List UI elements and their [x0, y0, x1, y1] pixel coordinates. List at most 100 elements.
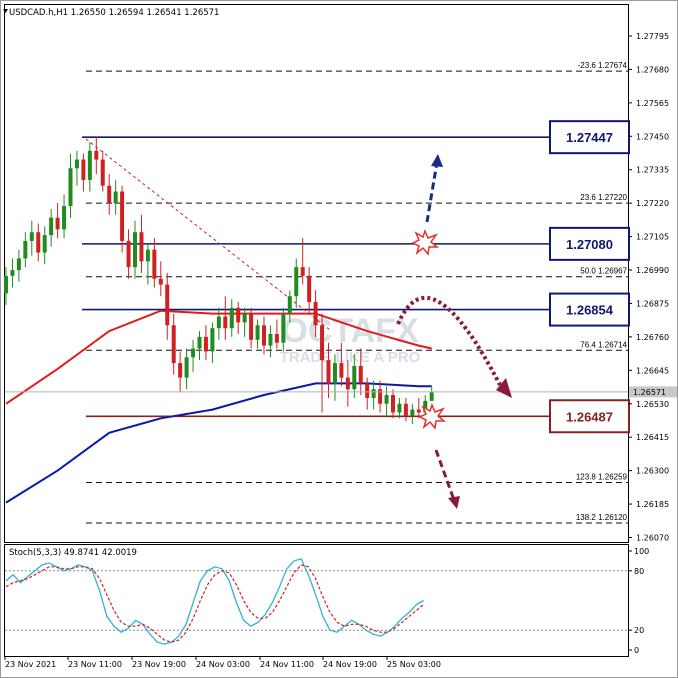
- stoch-tick-label: 0: [634, 646, 639, 655]
- maroon-arrowhead2-icon: [448, 496, 460, 509]
- price-tick-label: 1.27795: [636, 32, 669, 41]
- candle-body: [352, 365, 357, 390]
- key-level-box: [549, 226, 630, 261]
- candle-body: [249, 313, 254, 340]
- price-tick-label: 1.26070: [636, 534, 669, 543]
- candle-body: [391, 395, 395, 413]
- key-level-box: [549, 292, 630, 327]
- candle-body: [42, 235, 47, 253]
- blue-up-arrow-icon: [425, 161, 439, 223]
- candle-body: [378, 389, 383, 404]
- candle-body: [229, 307, 234, 329]
- key-level-value: 1.27447: [566, 130, 613, 145]
- candle-body: [126, 240, 131, 268]
- key-level-value: 1.27080: [566, 237, 613, 252]
- candle-body: [307, 275, 312, 303]
- candle-body: [113, 191, 118, 204]
- candle-body: [423, 400, 428, 413]
- time-tick-label: 24 Nov 03:00: [196, 660, 250, 669]
- candle-body: [23, 240, 28, 259]
- moving-average-blue: [5, 382, 432, 504]
- candle-body: [365, 383, 370, 398]
- candle-body: [429, 392, 434, 401]
- stoch-main-line: [5, 558, 424, 645]
- candle-body: [416, 409, 421, 413]
- price-tick-label: 1.27335: [636, 166, 669, 175]
- stoch-tick-label: 100: [634, 547, 649, 556]
- fibonacci-label: 76.4 1.26714: [580, 340, 627, 349]
- candle-body: [4, 275, 8, 294]
- candle-body: [178, 363, 183, 378]
- watermark-brand: OCTAFX: [281, 312, 419, 350]
- candle-body: [371, 389, 376, 398]
- stoch-header: Stoch(5,3,3) 49.8741 42.0019: [9, 548, 137, 558]
- candle-body: [94, 150, 99, 160]
- candle-body: [216, 316, 221, 329]
- candle-body: [332, 363, 337, 384]
- candle-body: [210, 328, 215, 352]
- watermark-slogan: TRADE LIKE A PRO: [280, 349, 421, 366]
- candle-body: [313, 302, 318, 326]
- price-tick-label: 1.27450: [636, 132, 669, 141]
- candlestick-series: [4, 136, 434, 425]
- candle-body: [268, 333, 273, 346]
- candle-body: [242, 313, 247, 323]
- time-axis: 23 Nov 2021 23 Nov 11:00 23 Nov 19:00 24 No…: [4, 656, 441, 669]
- candle-body: [10, 270, 15, 276]
- candle-body: [236, 307, 241, 323]
- time-tick-label: 23 Nov 11:00: [68, 660, 122, 669]
- burst-icon: [418, 402, 447, 430]
- candle-body: [223, 316, 228, 329]
- candle-body: [171, 325, 176, 364]
- collapse-icon[interactable]: [3, 9, 8, 13]
- candle-body: [100, 159, 105, 186]
- candle-body: [191, 348, 196, 358]
- symbol-header: USDCAD.h,H1 1.26550 1.26594 1.26541 1.26…: [9, 8, 219, 18]
- candle-body: [81, 159, 86, 180]
- candle-body: [358, 365, 363, 384]
- price-tick-label: 1.27565: [636, 99, 669, 108]
- candle-body: [29, 232, 34, 241]
- candle-body: [184, 357, 189, 378]
- candle-body: [87, 150, 92, 180]
- stoch-signal-line: [5, 564, 424, 643]
- price-tick-label: 1.26990: [636, 266, 669, 275]
- candle-body: [274, 333, 279, 343]
- stoch-tick-label: 80: [634, 567, 644, 576]
- key-level-box: [549, 120, 630, 155]
- time-tick-label: 24 Nov 19:00: [323, 660, 377, 669]
- candle-body: [281, 313, 286, 343]
- price-tick-label: 1.27680: [636, 65, 669, 74]
- fibonacci-label: 23.6 1.27220: [580, 193, 627, 202]
- candle-body: [300, 267, 305, 276]
- time-tick-label: 23 Nov 19:00: [132, 660, 186, 669]
- price-tick-label: 1.26645: [636, 366, 669, 375]
- candle-body: [326, 360, 331, 384]
- candle-body: [139, 232, 144, 262]
- level-labels[interactable]: 1.27447 1.27080 1.26854 1.26487: [549, 120, 630, 434]
- candle-body: [339, 363, 344, 378]
- candle-body: [120, 191, 125, 241]
- time-tick-label: 24 Nov 11:00: [260, 660, 314, 669]
- fibonacci-label: 123.8 1.26259: [576, 473, 628, 482]
- candle-body: [410, 409, 415, 416]
- key-level-value: 1.26854: [566, 303, 614, 318]
- candle-body: [403, 403, 408, 416]
- time-tick-label: 25 Nov 03:00: [387, 660, 441, 669]
- price-tick-label: 1.27220: [636, 199, 669, 208]
- candle-body: [107, 185, 112, 204]
- time-tick-label: 23 Nov 2021: [5, 660, 56, 669]
- price-axis: 1.27795 1.27680 1.27565 1.27450 1.27335 1.272…: [628, 32, 669, 543]
- candle-body: [203, 336, 208, 352]
- forecast-arrows: [396, 154, 512, 509]
- stochastic-panel: [5, 558, 628, 645]
- candle-body: [36, 232, 41, 253]
- candle-body: [320, 325, 325, 361]
- candle-body: [294, 267, 299, 297]
- candle-body: [68, 168, 73, 207]
- candle-body: [133, 232, 137, 268]
- candle-body: [397, 403, 402, 413]
- candle-body: [49, 217, 54, 236]
- candle-body: [55, 217, 60, 230]
